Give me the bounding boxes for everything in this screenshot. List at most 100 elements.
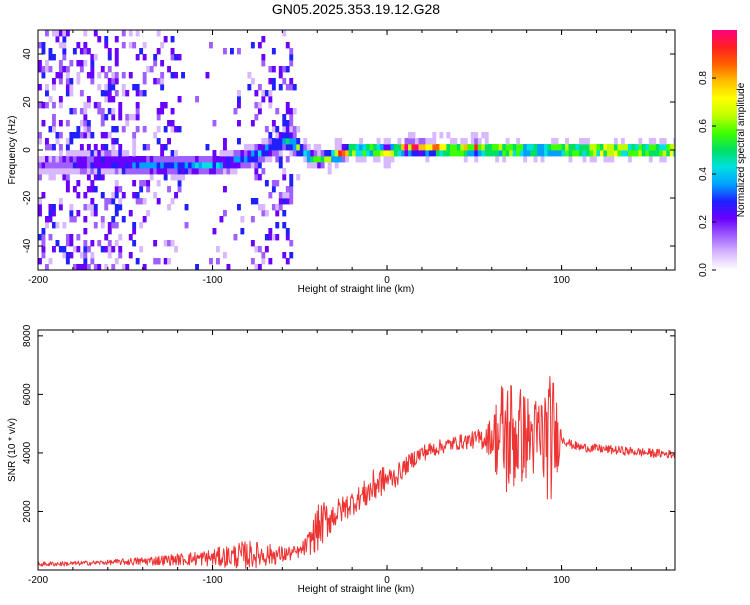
heatmap-cell: [184, 204, 189, 211]
heatmap-cell: [537, 144, 541, 151]
heatmap-cell: [250, 150, 255, 157]
heatmap-cell: [237, 204, 241, 211]
heatmap-cell: [93, 210, 98, 217]
heatmap-cell: [184, 156, 189, 163]
heatmap-cell: [38, 168, 42, 175]
heatmap-cell: [289, 78, 294, 85]
heatmap-cell: [533, 150, 538, 157]
heatmap-cell: [219, 150, 224, 157]
heatmap-cell: [558, 144, 562, 151]
heatmap-cell: [52, 84, 56, 91]
heatmap-cell: [582, 144, 587, 151]
heatmap-cell: [128, 42, 133, 49]
heatmap-cell: [593, 156, 597, 163]
heatmap-cell: [484, 132, 489, 139]
heatmap-cell: [100, 222, 105, 229]
heatmap-cell: [163, 156, 168, 163]
heatmap-cell: [282, 168, 287, 175]
heatmap-cell: [121, 216, 126, 223]
heatmap-cell: [285, 228, 290, 235]
heatmap-cell: [275, 108, 280, 115]
heatmap-cell: [282, 132, 287, 139]
heatmap-cell: [606, 144, 611, 151]
heatmap-cell: [303, 144, 308, 151]
colorbar-label: Normalized spectral amplitude: [736, 82, 747, 217]
heatmap-cell: [111, 150, 116, 157]
heatmap-cell: [565, 144, 569, 151]
heatmap-cell: [69, 90, 74, 97]
heatmap-cell: [163, 168, 168, 175]
heatmap-cell: [114, 126, 119, 133]
y-tick-label: 8000: [22, 324, 33, 347]
heatmap-cell: [128, 114, 133, 121]
heatmap-cell: [139, 48, 144, 55]
heatmap-cell: [160, 102, 165, 109]
heatmap-cell: [170, 156, 175, 163]
heatmap-cell: [289, 150, 294, 157]
heatmap-cell: [338, 150, 343, 157]
heatmap-cell: [289, 186, 294, 193]
heatmap-cell: [627, 156, 632, 163]
heatmap-cell: [223, 210, 227, 217]
heatmap-cell: [65, 138, 70, 145]
heatmap-cell: [90, 204, 95, 211]
heatmap-cell: [523, 150, 528, 157]
heatmap-cell: [613, 150, 618, 157]
heatmap-cell: [257, 162, 262, 169]
heatmap-cell: [428, 138, 433, 145]
heatmap-cell: [641, 150, 646, 157]
heatmap-cell: [132, 138, 137, 145]
heatmap-cell: [254, 150, 259, 157]
heatmap-cell: [191, 162, 196, 169]
heatmap-cell: [425, 138, 430, 145]
heatmap-cell: [118, 150, 123, 157]
heatmap-cell: [93, 102, 98, 109]
heatmap-cell: [540, 150, 545, 157]
heatmap-cell: [673, 150, 675, 157]
heatmap-cell: [237, 102, 241, 109]
heatmap-cell: [195, 168, 199, 175]
heatmap-cell: [285, 234, 290, 241]
heatmap-cell: [233, 150, 238, 157]
heatmap-cell: [48, 234, 53, 241]
heatmap-cell: [79, 162, 84, 169]
snr-x-label: Height of straight line (km): [298, 584, 415, 595]
heatmap-cell: [209, 258, 213, 265]
heatmap-cell: [240, 156, 245, 163]
heatmap-cell: [355, 150, 360, 157]
heatmap-cell: [355, 144, 360, 151]
heatmap-cell: [160, 168, 165, 175]
heatmap-cell: [271, 204, 276, 211]
heatmap-cell: [139, 162, 144, 169]
y-tick-label: 40: [22, 48, 33, 60]
heatmap-cell: [52, 156, 56, 163]
heatmap-cell: [387, 150, 391, 157]
heatmap-cell: [118, 102, 123, 109]
heatmap-cell: [93, 186, 98, 193]
heatmap-cell: [205, 144, 210, 151]
heatmap-cell: [114, 150, 119, 157]
heatmap-cell: [289, 126, 294, 133]
heatmap-cell: [111, 156, 116, 163]
heatmap-cell: [45, 138, 49, 145]
heatmap-cell: [250, 78, 255, 85]
heatmap-cell: [223, 162, 227, 169]
heatmap-cell: [55, 30, 60, 37]
heatmap-cell: [58, 78, 63, 85]
heatmap-cell: [289, 138, 294, 145]
heatmap-cell: [257, 174, 262, 181]
heatmap-cell: [624, 144, 629, 151]
heatmap-cell: [156, 48, 161, 55]
heatmap-cell: [90, 72, 95, 79]
heatmap-cell: [285, 138, 290, 145]
heatmap-cell: [257, 42, 262, 49]
heatmap-cell: [352, 144, 356, 151]
heatmap-cell: [93, 264, 98, 270]
heatmap-cell: [146, 210, 151, 217]
heatmap-cell: [69, 156, 74, 163]
heatmap-cell: [209, 42, 213, 49]
snr-series-line: [38, 376, 675, 569]
heatmap-cell: [114, 210, 119, 217]
heatmap-cell: [257, 246, 262, 253]
heatmap-cell: [97, 168, 102, 175]
